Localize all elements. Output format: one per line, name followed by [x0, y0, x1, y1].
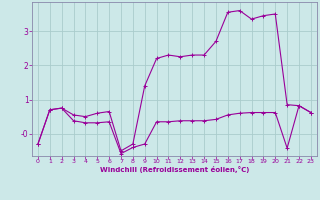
- X-axis label: Windchill (Refroidissement éolien,°C): Windchill (Refroidissement éolien,°C): [100, 166, 249, 173]
